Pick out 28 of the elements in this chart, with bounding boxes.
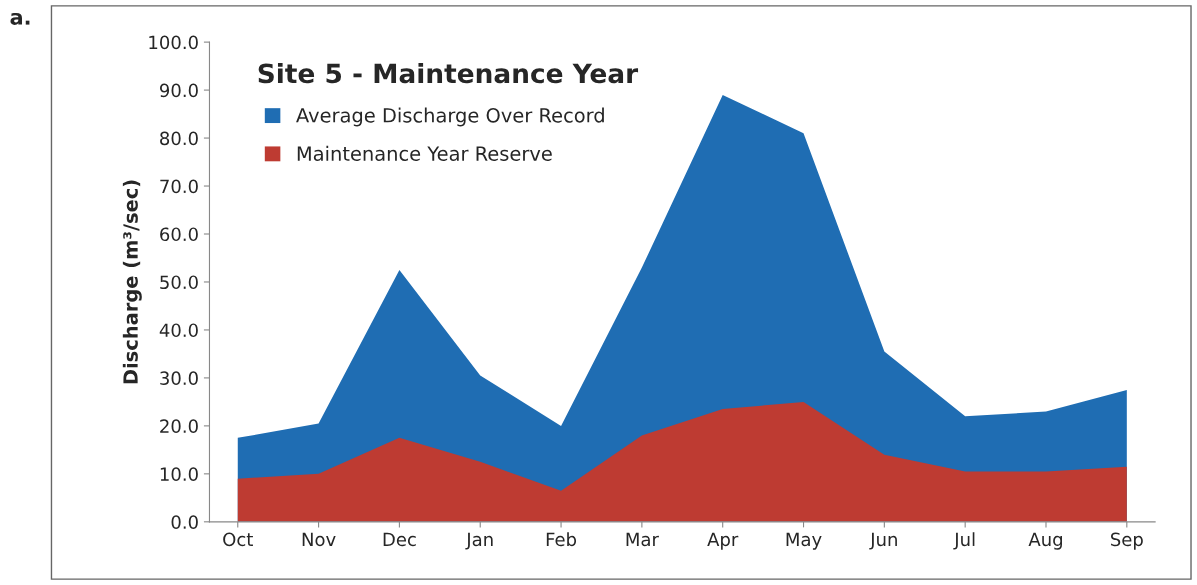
y-tick-label: 70.0 [160,179,198,194]
x-tick-label: Apr [707,532,739,550]
y-tick-label: 60.0 [160,227,198,242]
x-tick-label: Jan [465,532,493,550]
x-tick-label: Jun [869,532,897,550]
y-tick-label: 90.0 [159,83,198,98]
y-tick-label: 10.0 [160,467,198,481]
x-tick-label: Aug [1028,532,1062,550]
y-tick-label: 50.0 [160,275,198,290]
x-tick-label: Sep [1110,532,1143,550]
text: a. [10,12,30,25]
x-tick-label: Dec [383,532,416,547]
x-tick-label: Oct [223,532,253,547]
y-tick-label: 40.0 [159,323,198,338]
y-tick-label: 30.0 [160,371,198,386]
y-tick-label: 0.0 [171,515,198,529]
text: Site 5 - Maintenance Year [258,62,639,84]
x-tick-label: Nov [302,532,336,547]
legend-label: Average Discharge Over Record [296,107,604,127]
x-tick-label: Mar [626,532,659,547]
legend-label: Maintenance Year Reserve [297,145,552,161]
x-tick-label: Jul [953,532,975,550]
y-tick-label: 20.0 [160,419,198,433]
y-tick-label: 80.0 [160,131,198,146]
x-tick-label: Feb [546,532,577,547]
y-tick-label: 100.0 [149,35,198,50]
x-tick-label: May [786,532,822,550]
y-axis-title: Discharge (m³/sec) [122,180,142,384]
